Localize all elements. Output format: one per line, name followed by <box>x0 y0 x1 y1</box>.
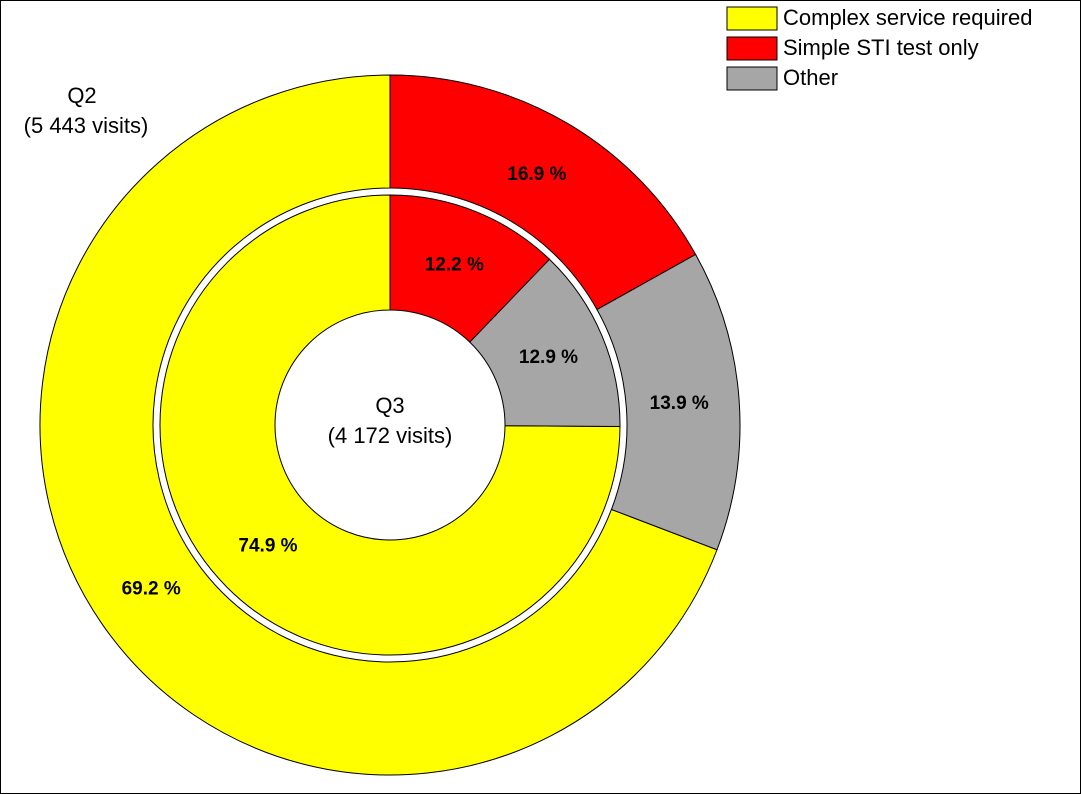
outer-ring-name: Q2 <box>67 83 96 108</box>
donut-segment <box>159 194 621 656</box>
data-label: 16.9 % <box>507 164 566 185</box>
outer-ring-visits: (5 443 visits) <box>24 113 149 138</box>
legend-label: Simple STI test only <box>783 35 979 60</box>
donut-segment <box>39 74 718 776</box>
data-label: 12.2 % <box>425 254 484 275</box>
inner-ring-name: Q3 <box>375 393 404 418</box>
legend-swatch <box>726 6 778 31</box>
data-label: 74.9 % <box>238 535 297 556</box>
data-label: 13.9 % <box>650 393 709 414</box>
legend-label: Complex service required <box>783 5 1032 30</box>
donut-segment <box>469 258 621 427</box>
legend-swatch <box>726 66 778 91</box>
legend-swatch <box>726 36 778 61</box>
inner-ring-visits: (4 172 visits) <box>328 423 453 448</box>
legend-label: Other <box>783 65 838 90</box>
data-label: 12.9 % <box>519 347 578 368</box>
data-label: 69.2 % <box>122 579 181 600</box>
donut-segment <box>596 253 741 551</box>
